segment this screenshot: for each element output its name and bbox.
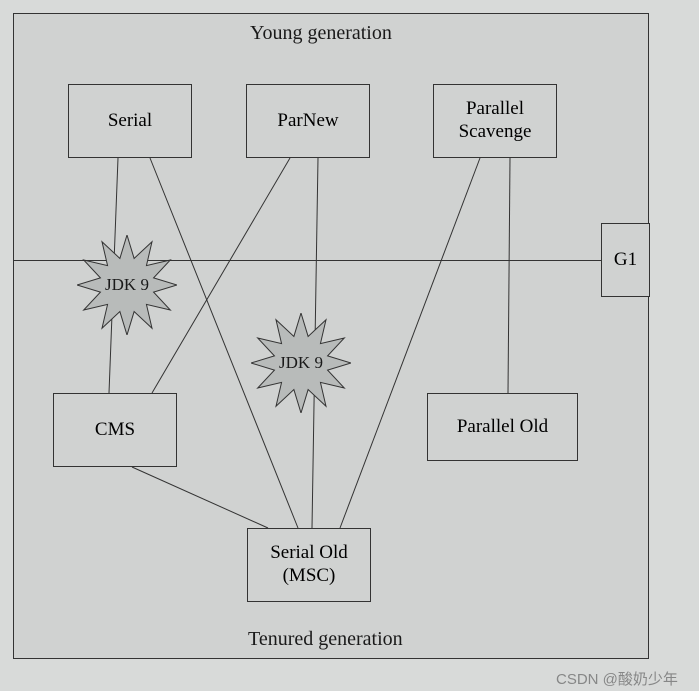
node-parold: Parallel Old xyxy=(427,393,578,461)
starburst-label-mid: JDK 9 xyxy=(279,353,323,373)
watermark: CSDN @酸奶少年 xyxy=(556,668,678,689)
node-parnew: ParNew xyxy=(246,84,370,158)
starburst-jdk9-mid: JDK 9 xyxy=(251,313,351,413)
node-g1: G1 xyxy=(601,223,650,297)
node-serialold: Serial Old (MSC) xyxy=(247,528,371,602)
young-gen-label: Young generation xyxy=(250,22,392,45)
node-serial: Serial xyxy=(68,84,192,158)
tenured-gen-label: Tenured generation xyxy=(248,628,403,651)
starburst-label-left: JDK 9 xyxy=(105,275,149,295)
starburst-jdk9-left: JDK 9 xyxy=(77,235,177,335)
node-parscavenge: Parallel Scavenge xyxy=(433,84,557,158)
node-cms: CMS xyxy=(53,393,177,467)
